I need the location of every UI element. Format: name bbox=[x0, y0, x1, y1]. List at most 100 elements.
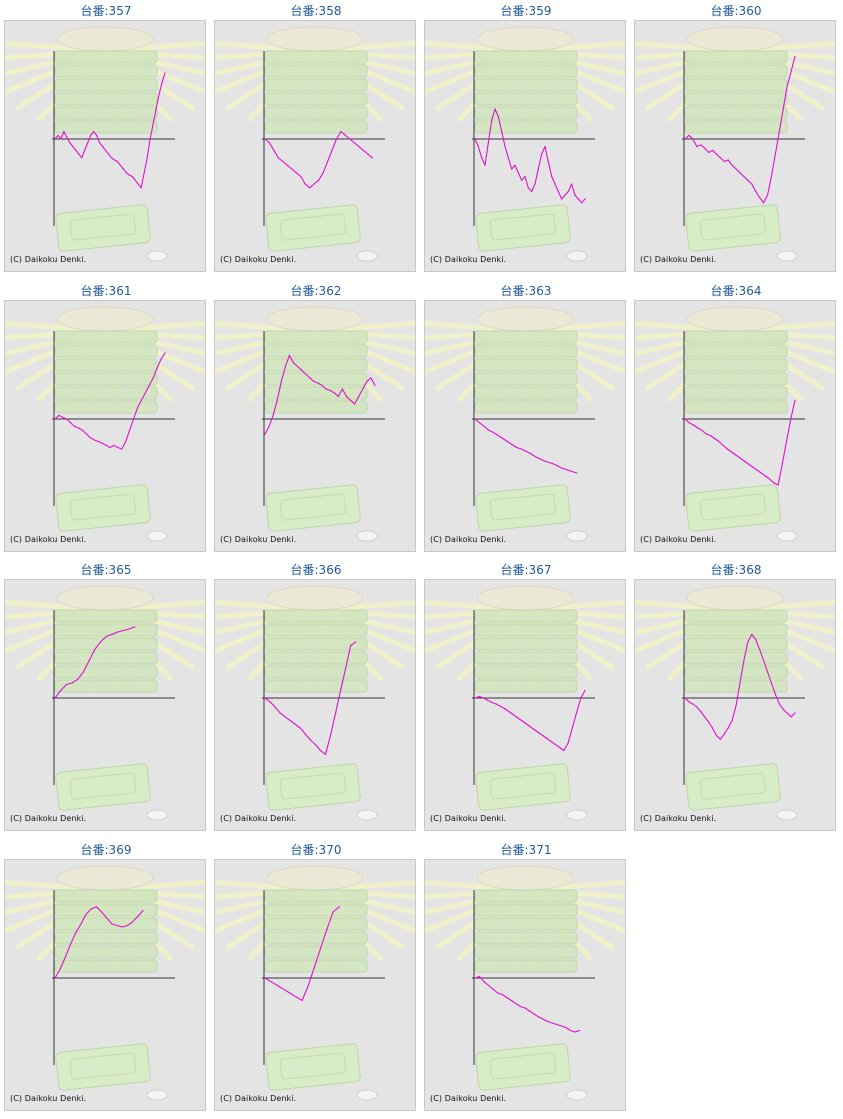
chart-title[interactable]: 台番:366 bbox=[290, 563, 342, 577]
series-line bbox=[684, 400, 796, 486]
background-artwork bbox=[425, 26, 625, 262]
line-chart bbox=[215, 865, 415, 1101]
chart-panel: (C) Daikoku Denki. bbox=[4, 300, 206, 552]
chart-cell: 台番:370 (C) Daikoku Denki. bbox=[214, 841, 418, 1119]
background-artwork bbox=[215, 585, 415, 821]
copyright-text: (C) Daikoku Denki. bbox=[430, 1094, 507, 1103]
series-line bbox=[684, 633, 796, 740]
data-series bbox=[474, 418, 578, 474]
data-series bbox=[54, 906, 144, 979]
line-chart bbox=[5, 306, 205, 542]
data-series bbox=[684, 633, 796, 740]
series-line bbox=[264, 641, 357, 755]
line-chart bbox=[635, 26, 835, 262]
series-line bbox=[54, 352, 166, 450]
chart-panel: (C) Daikoku Denki. bbox=[424, 300, 626, 552]
chart-panel: (C) Daikoku Denki. bbox=[424, 579, 626, 831]
chart-cell: 台番:369 (C) Daikoku Denki. bbox=[4, 841, 208, 1119]
chart-title[interactable]: 台番:363 bbox=[500, 284, 552, 298]
line-chart bbox=[635, 306, 835, 542]
data-series bbox=[264, 906, 340, 1002]
line-chart bbox=[215, 585, 415, 821]
chart-title[interactable]: 台番:364 bbox=[710, 284, 762, 298]
chart-panel: (C) Daikoku Denki. bbox=[214, 300, 416, 552]
data-series bbox=[474, 689, 586, 752]
copyright-text: (C) Daikoku Denki. bbox=[10, 1094, 87, 1103]
copyright-text: (C) Daikoku Denki. bbox=[10, 535, 87, 544]
chart-panel: (C) Daikoku Denki. bbox=[634, 20, 836, 272]
data-series bbox=[684, 55, 796, 204]
chart-cell: 台番:357 (C) Daikoku Denki. bbox=[4, 2, 208, 280]
line-chart bbox=[425, 306, 625, 542]
background-artwork bbox=[425, 306, 625, 542]
line-chart bbox=[5, 26, 205, 262]
chart-panel: (C) Daikoku Denki. bbox=[424, 20, 626, 272]
background-artwork bbox=[215, 26, 415, 262]
series-line bbox=[264, 130, 373, 189]
chart-title[interactable]: 台番:358 bbox=[290, 4, 342, 18]
copyright-text: (C) Daikoku Denki. bbox=[430, 255, 507, 264]
series-line bbox=[54, 626, 135, 699]
line-chart bbox=[5, 585, 205, 821]
copyright-text: (C) Daikoku Denki. bbox=[220, 1094, 297, 1103]
line-chart bbox=[425, 585, 625, 821]
background-artwork bbox=[635, 306, 835, 542]
series-line bbox=[474, 108, 586, 204]
series-line bbox=[264, 354, 376, 435]
chart-cell: 台番:358 (C) Daikoku Denki. bbox=[214, 2, 418, 280]
chart-title[interactable]: 台番:360 bbox=[710, 4, 762, 18]
line-chart bbox=[215, 26, 415, 262]
chart-cell: 台番:361 (C) Daikoku Denki. bbox=[4, 282, 208, 560]
line-chart bbox=[635, 585, 835, 821]
chart-title[interactable]: 台番:369 bbox=[80, 843, 132, 857]
data-series bbox=[684, 399, 796, 486]
chart-title[interactable]: 台番:368 bbox=[710, 563, 762, 577]
background-artwork bbox=[425, 585, 625, 821]
chart-cell: 台番:367 (C) Daikoku Denki. bbox=[424, 561, 628, 839]
chart-cell: 台番:366 (C) Daikoku Denki. bbox=[214, 561, 418, 839]
chart-panel: (C) Daikoku Denki. bbox=[214, 579, 416, 831]
chart-cell: 台番:362 (C) Daikoku Denki. bbox=[214, 282, 418, 560]
chart-cell: 台番:371 (C) Daikoku Denki. bbox=[424, 841, 628, 1119]
chart-panel: (C) Daikoku Denki. bbox=[4, 579, 206, 831]
background-artwork bbox=[5, 26, 205, 262]
copyright-text: (C) Daikoku Denki. bbox=[640, 814, 717, 823]
series-line bbox=[54, 72, 166, 189]
line-chart bbox=[5, 865, 205, 1101]
chart-cell: 台番:365 (C) Daikoku Denki. bbox=[4, 561, 208, 839]
background-artwork bbox=[5, 585, 205, 821]
copyright-text: (C) Daikoku Denki. bbox=[10, 814, 87, 823]
chart-cell: 台番:364 (C) Daikoku Denki. bbox=[634, 282, 838, 560]
chart-title[interactable]: 台番:367 bbox=[500, 563, 552, 577]
chart-panel: (C) Daikoku Denki. bbox=[634, 579, 836, 831]
series-line bbox=[474, 690, 586, 752]
background-artwork bbox=[635, 585, 835, 821]
data-series bbox=[264, 354, 376, 435]
chart-panel: (C) Daikoku Denki. bbox=[4, 859, 206, 1111]
chart-panel: (C) Daikoku Denki. bbox=[214, 859, 416, 1111]
line-chart bbox=[425, 26, 625, 262]
chart-panel: (C) Daikoku Denki. bbox=[424, 859, 626, 1111]
chart-cell: 台番:363 (C) Daikoku Denki. bbox=[424, 282, 628, 560]
copyright-text: (C) Daikoku Denki. bbox=[640, 535, 717, 544]
chart-title[interactable]: 台番:371 bbox=[500, 843, 552, 857]
copyright-text: (C) Daikoku Denki. bbox=[640, 255, 717, 264]
chart-title[interactable]: 台番:370 bbox=[290, 843, 342, 857]
background-artwork bbox=[425, 865, 625, 1101]
line-chart bbox=[215, 306, 415, 542]
chart-title[interactable]: 台番:357 bbox=[80, 4, 132, 18]
background-artwork bbox=[215, 306, 415, 542]
chart-title[interactable]: 台番:365 bbox=[80, 563, 132, 577]
chart-panel: (C) Daikoku Denki. bbox=[634, 300, 836, 552]
series-line bbox=[264, 906, 340, 1002]
chart-panel: (C) Daikoku Denki. bbox=[4, 20, 206, 272]
chart-title[interactable]: 台番:359 bbox=[500, 4, 552, 18]
chart-title[interactable]: 台番:362 bbox=[290, 284, 342, 298]
series-line bbox=[474, 418, 577, 474]
copyright-text: (C) Daikoku Denki. bbox=[220, 535, 297, 544]
chart-cell: 台番:368 (C) Daikoku Denki. bbox=[634, 561, 838, 839]
series-line bbox=[684, 56, 796, 204]
chart-title[interactable]: 台番:361 bbox=[80, 284, 132, 298]
data-series bbox=[474, 975, 581, 1033]
background-artwork bbox=[635, 26, 835, 262]
